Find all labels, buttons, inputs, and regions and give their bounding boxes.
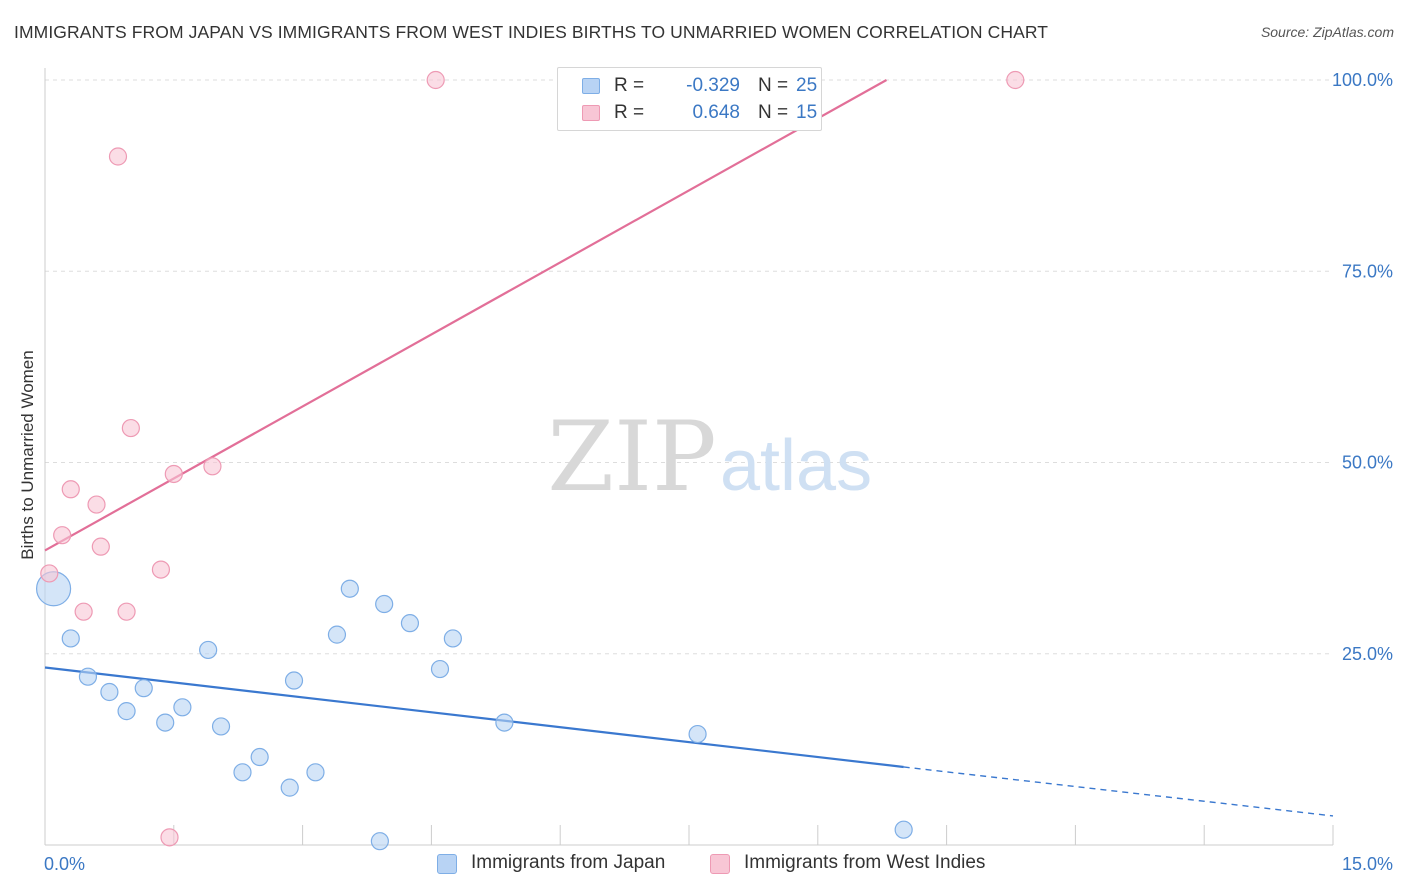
- data-point-westindies-14: [1007, 72, 1024, 89]
- legend-n-label-westindies: N =: [758, 100, 788, 126]
- data-point-japan-18: [376, 596, 393, 613]
- data-point-japan-23: [689, 726, 706, 743]
- watermark-atlas: atlas: [720, 426, 872, 506]
- legend-n-value-japan: 25: [796, 73, 817, 99]
- legend-r-value-westindies: 0.648: [648, 100, 740, 126]
- legend-swatch-japan: [582, 78, 600, 94]
- watermark-zip: ZIP: [547, 401, 716, 513]
- data-point-japan-20: [431, 661, 448, 678]
- data-point-japan-24: [895, 821, 912, 838]
- data-point-japan-16: [341, 580, 358, 597]
- y-tick-label-75: 75.0%: [1342, 261, 1393, 281]
- data-point-japan-9: [213, 718, 230, 735]
- data-point-japan-22: [496, 714, 513, 731]
- data-point-japan-12: [281, 779, 298, 796]
- data-point-japan-15: [328, 626, 345, 643]
- data-point-westindies-7: [118, 603, 135, 620]
- data-point-japan-3: [101, 684, 118, 701]
- data-point-westindies-11: [165, 465, 182, 482]
- data-point-japan-8: [200, 641, 217, 658]
- data-point-japan-10: [234, 764, 251, 781]
- data-point-japan-14: [307, 764, 324, 781]
- data-point-japan-17: [371, 833, 388, 850]
- legend-r-label-japan: R =: [614, 73, 644, 99]
- data-point-westindies-8: [122, 420, 139, 437]
- data-point-japan-4: [118, 703, 135, 720]
- grid-layer: [45, 80, 1333, 654]
- y-tick-label-100: 100.0%: [1332, 70, 1393, 90]
- data-point-westindies-9: [152, 561, 169, 578]
- data-point-westindies-13: [427, 72, 444, 89]
- scatter-chart: ZIP atlas 25.0% 50.0% 75.0% 100.0% 0.0% 15.0%…: [0, 0, 1406, 892]
- tick-label-layer: 25.0% 50.0% 75.0% 100.0% 0.0% 15.0%: [44, 70, 1393, 874]
- data-point-westindies-5: [92, 538, 109, 555]
- legend-n-label-japan: N =: [758, 73, 788, 99]
- data-point-westindies-4: [88, 496, 105, 513]
- data-point-japan-13: [286, 672, 303, 689]
- data-point-westindies-0: [41, 565, 58, 582]
- bottom-legend-label-westindies: Immigrants from West Indies: [744, 852, 985, 874]
- legend-r-value-japan: -0.329: [648, 73, 740, 99]
- y-tick-label-50: 50.0%: [1342, 453, 1393, 473]
- point-layer: [37, 72, 1024, 850]
- data-point-japan-1: [62, 630, 79, 647]
- data-point-westindies-3: [75, 603, 92, 620]
- y-tick-label-25: 25.0%: [1342, 644, 1393, 664]
- trend-line-japan: [45, 668, 904, 767]
- bottom-legend-swatch-westindies: [710, 854, 730, 874]
- data-point-westindies-12: [204, 458, 221, 475]
- data-point-westindies-1: [54, 527, 71, 544]
- data-point-westindies-6: [109, 148, 126, 165]
- watermark: ZIP atlas: [547, 401, 872, 513]
- data-point-westindies-2: [62, 481, 79, 498]
- data-point-japan-6: [157, 714, 174, 731]
- legend-r-label-westindies: R =: [614, 100, 644, 126]
- stats-legend: R = -0.329 N = 25 R = 0.648 N = 15: [557, 67, 822, 131]
- data-point-japan-7: [174, 699, 191, 716]
- legend-swatch-westindies: [582, 105, 600, 121]
- data-point-japan-5: [135, 680, 152, 697]
- data-point-westindies-10: [161, 829, 178, 846]
- x-tick-label-15: 15.0%: [1342, 854, 1393, 874]
- data-point-japan-11: [251, 749, 268, 766]
- data-point-japan-21: [444, 630, 461, 647]
- bottom-legend-swatch-japan: [437, 854, 457, 874]
- legend-n-value-westindies: 15: [796, 100, 817, 126]
- data-point-japan-19: [401, 615, 418, 632]
- x-tick-label-0: 0.0%: [44, 854, 85, 874]
- data-point-japan-2: [79, 668, 96, 685]
- bottom-legend-label-japan: Immigrants from Japan: [471, 852, 665, 874]
- trend-line-extension-japan: [904, 767, 1333, 816]
- y-axis-label: Births to Unmarried Women: [18, 350, 37, 559]
